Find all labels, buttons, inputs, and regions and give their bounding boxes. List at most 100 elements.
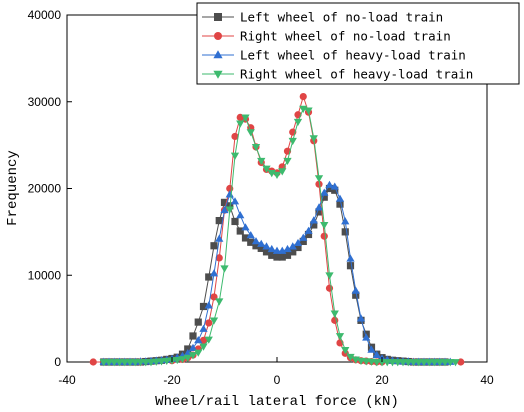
data-point: [335, 333, 345, 341]
data-point: [183, 354, 192, 362]
series-layer: [89, 92, 465, 367]
data-point: [209, 317, 219, 325]
data-point: [183, 349, 192, 357]
data-point: [446, 359, 455, 367]
data-point: [215, 216, 223, 225]
data-point: [346, 353, 355, 362]
data-point: [262, 242, 271, 250]
data-point: [325, 272, 334, 280]
data-point: [225, 190, 234, 198]
data-point: [188, 343, 198, 351]
data-point: [230, 152, 240, 160]
legend-label: Left wheel of heavy-load train: [240, 48, 466, 63]
data-point: [288, 242, 297, 250]
y-axis-title: Frequency: [5, 150, 21, 226]
data-point: [325, 184, 334, 193]
data-point: [241, 114, 250, 122]
data-point: [246, 231, 255, 239]
data-point: [120, 359, 129, 367]
data-point: [205, 319, 213, 327]
data-point: [356, 314, 366, 322]
data-point: [414, 359, 423, 367]
data-point: [351, 286, 360, 294]
data-point: [210, 242, 218, 250]
legend: Left wheel of no-load train Right wheel o…: [196, 2, 520, 85]
x-axis-title: Wheel/rail lateral force (kN): [155, 394, 399, 410]
data-point: [89, 358, 97, 366]
data-point: [320, 193, 328, 201]
data-point: [430, 359, 439, 367]
data-point: [352, 291, 360, 299]
x-tick-label: 40: [480, 373, 494, 387]
data-point: [204, 301, 213, 309]
data-point: [209, 269, 219, 277]
data-point: [236, 227, 244, 235]
data-point: [278, 168, 287, 176]
data-point: [278, 253, 286, 261]
data-point: [304, 226, 313, 234]
data-point: [189, 332, 197, 340]
data-point: [398, 359, 408, 367]
x-tick-label: -20: [163, 373, 181, 387]
data-point: [289, 248, 297, 256]
data-point: [141, 359, 150, 367]
y-tick-label: 10000: [28, 268, 62, 282]
x-tick-label: 0: [274, 373, 281, 387]
data-point: [388, 359, 397, 367]
data-point: [299, 237, 307, 246]
legend-box: [196, 2, 520, 85]
legend-label: Right wheel of heavy-load train: [240, 67, 473, 82]
data-point: [419, 359, 429, 367]
data-point: [372, 350, 381, 358]
data-point: [283, 244, 292, 253]
data-point: [231, 132, 239, 141]
legend-marker: [213, 50, 223, 59]
data-point: [246, 129, 255, 137]
data-point: [404, 359, 413, 367]
data-point: [204, 336, 213, 344]
data-point: [315, 208, 323, 216]
data-point: [440, 359, 450, 367]
legend-marker: [214, 13, 222, 21]
data-point: [104, 359, 114, 367]
data-point: [383, 359, 392, 367]
data-point: [393, 359, 402, 367]
y-tick-label: 30000: [28, 95, 62, 109]
data-point: [372, 359, 381, 367]
data-point: [194, 335, 203, 344]
data-point: [199, 343, 208, 351]
data-point: [377, 359, 387, 367]
data-point: [247, 238, 255, 246]
data-point: [257, 244, 265, 252]
data-point: [220, 205, 229, 214]
data-point: [236, 120, 245, 128]
data-point: [262, 248, 271, 256]
data-point: [330, 182, 339, 190]
data-point: [325, 180, 334, 188]
data-point: [315, 180, 323, 188]
data-point: [225, 206, 234, 214]
data-point: [230, 197, 240, 205]
data-point: [115, 359, 124, 367]
data-point: [320, 188, 329, 196]
data-point: [146, 359, 156, 367]
data-point: [294, 243, 302, 252]
data-point: [262, 165, 271, 173]
data-point: [257, 239, 266, 247]
data-point: [162, 357, 171, 366]
data-point: [215, 234, 224, 242]
data-point: [257, 157, 266, 166]
data-point: [336, 200, 344, 208]
data-point: [309, 135, 318, 143]
data-point: [293, 238, 303, 247]
data-point: [362, 333, 371, 341]
data-point: [152, 358, 161, 366]
data-point: [251, 237, 261, 245]
series-4: [99, 105, 460, 367]
data-point: [136, 359, 145, 367]
data-point: [131, 359, 140, 367]
data-point: [314, 175, 324, 183]
x-tick-label: 20: [375, 373, 389, 387]
data-point: [288, 137, 297, 146]
data-point: [178, 356, 187, 364]
